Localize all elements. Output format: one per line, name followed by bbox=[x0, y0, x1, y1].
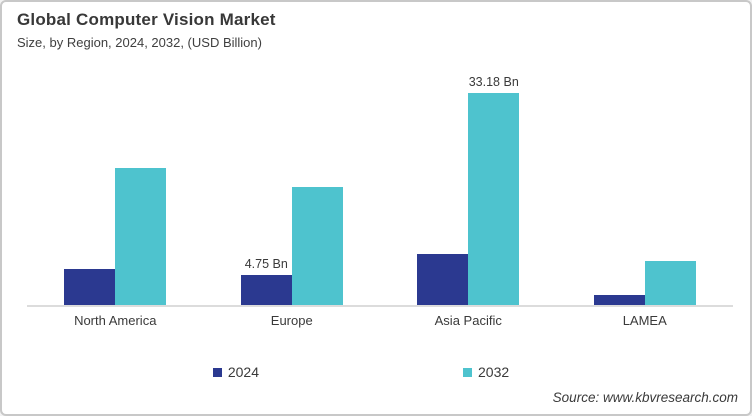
legend-label: 2032 bbox=[478, 364, 510, 380]
bar-group-europe: 4.75 Bn bbox=[240, 93, 343, 305]
x-axis-label-europe: Europe bbox=[270, 313, 313, 328]
data-label-2024-europe: 4.75 Bn bbox=[244, 256, 288, 271]
bar-group-lamea bbox=[593, 93, 696, 305]
legend-label: 2024 bbox=[227, 364, 259, 380]
bar-2024-asia-pacific bbox=[417, 253, 469, 305]
legend-swatch-icon bbox=[463, 367, 472, 377]
plot-area: 4.75 Bn 33.18 Bn bbox=[27, 75, 733, 305]
x-axis-line bbox=[27, 305, 733, 307]
x-axis-label-asia-pacific: Asia Pacific bbox=[434, 313, 502, 328]
legend-item-2024: 2024 bbox=[212, 364, 259, 380]
x-axis-label-lamea: LAMEA bbox=[622, 313, 667, 328]
x-axis-labels: North America Europe Asia Pacific LAMEA bbox=[27, 313, 733, 328]
bar-2032-europe bbox=[291, 186, 343, 305]
chart-subtitle: Size, by Region, 2024, 2032, (USD Billio… bbox=[17, 35, 262, 50]
bar-2032-lamea bbox=[644, 260, 696, 305]
data-label-2032-asia-pacific: 33.18 Bn bbox=[468, 75, 519, 89]
bar-group-north-america bbox=[64, 93, 167, 305]
legend: 2024 2032 bbox=[2, 364, 737, 380]
legend-swatch-icon bbox=[212, 367, 222, 377]
chart-title: Global Computer Vision Market bbox=[17, 10, 276, 29]
legend-item-2032: 2032 bbox=[463, 364, 509, 380]
bar-2032-north-america bbox=[115, 168, 167, 305]
bar-group-asia-pacific: 33.18 Bn bbox=[417, 75, 520, 305]
bar-2024-europe: 4.75 Bn bbox=[240, 257, 292, 305]
x-axis-label-north-america: North America bbox=[74, 313, 157, 328]
bar-2024-lamea bbox=[593, 294, 645, 305]
bar-2032-asia-pacific: 33.18 Bn bbox=[468, 75, 520, 305]
bar-2024-north-america bbox=[64, 269, 116, 305]
source-credit: Source: www.kbvresearch.com bbox=[552, 390, 738, 405]
